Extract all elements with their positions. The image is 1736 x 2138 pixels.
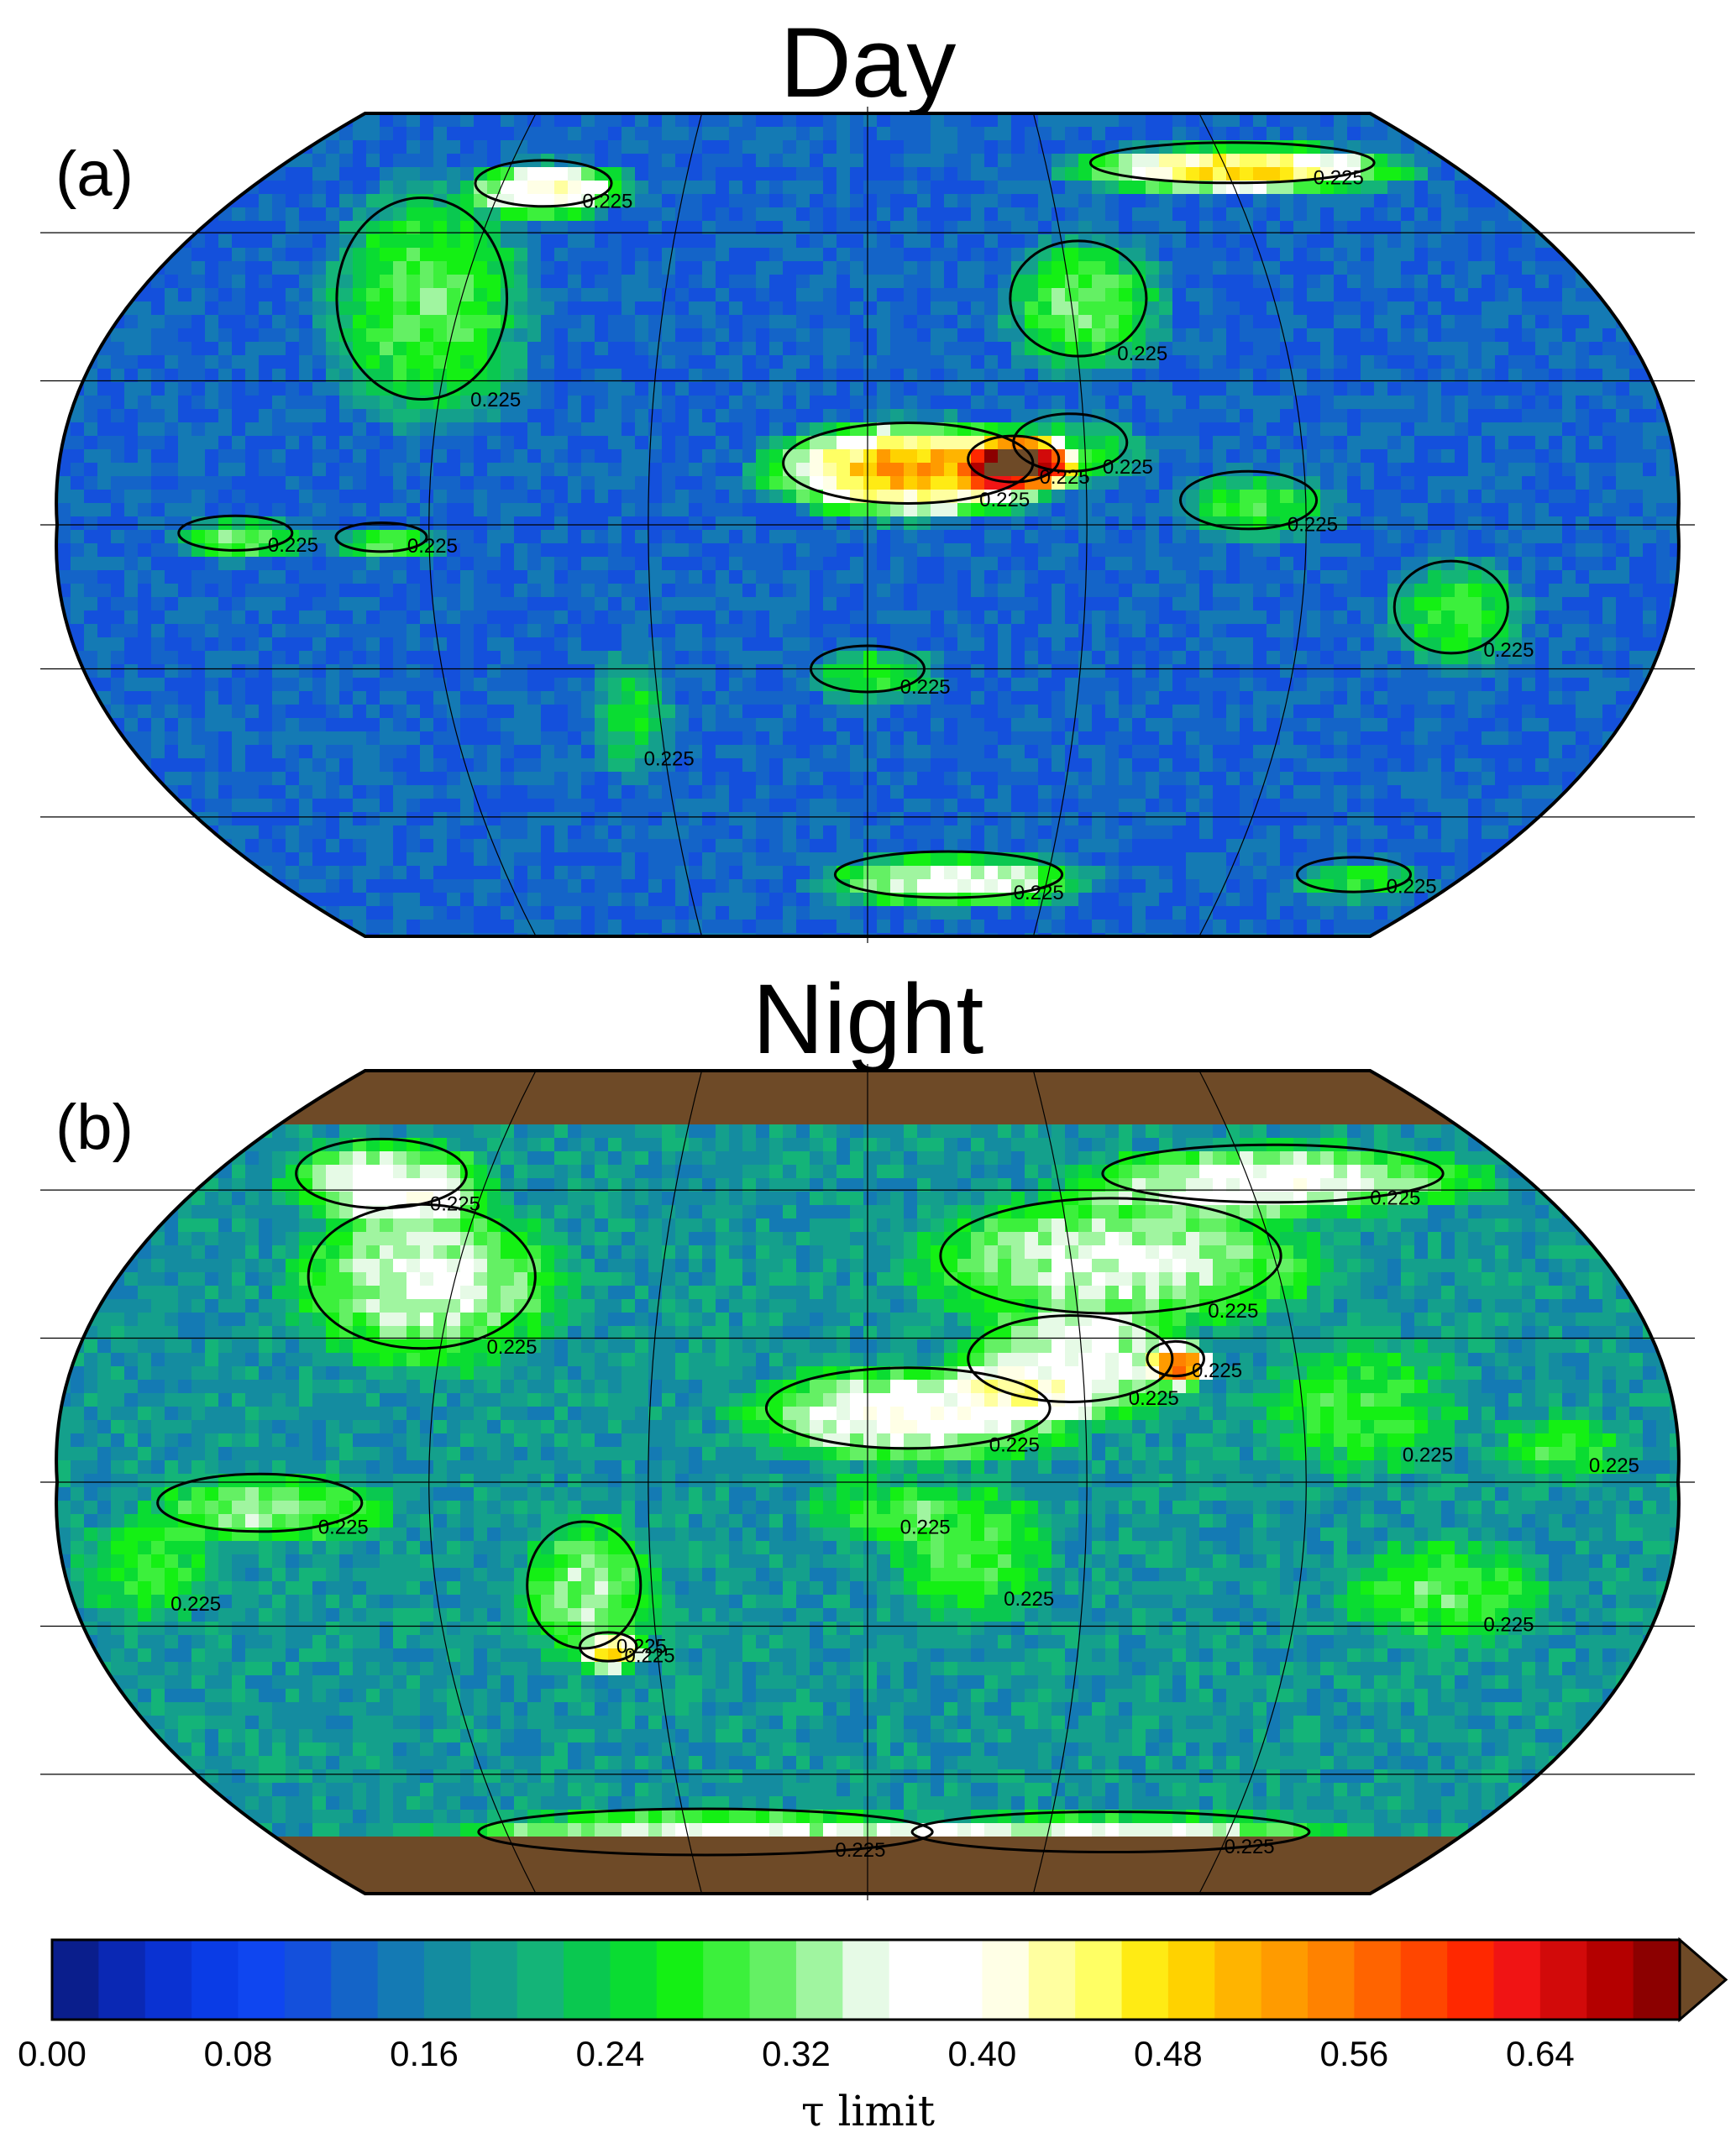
- contour-label: 0.225: [1004, 1588, 1054, 1611]
- colorbar-swatch: [749, 1940, 797, 2020]
- contour-label: 0.225: [268, 534, 318, 557]
- contour-label: 0.225: [1370, 1187, 1420, 1209]
- colorbar-swatch: [331, 1940, 379, 2020]
- colorbar-tick-label: 0.08: [203, 2034, 273, 2073]
- colorbar-swatch: [842, 1940, 890, 2020]
- colorbar-swatch: [1633, 1940, 1681, 2020]
- contour-label: 0.225: [1040, 466, 1090, 489]
- contour-label: 0.225: [1225, 1836, 1275, 1858]
- colorbar-swatch: [1121, 1940, 1169, 2020]
- panel-a-letter: (a): [55, 139, 134, 210]
- colorbar: [50, 1936, 1728, 2023]
- contour-label: 0.225: [1589, 1454, 1639, 1477]
- colorbar-swatch: [564, 1940, 611, 2020]
- colorbar-swatch: [517, 1940, 564, 2020]
- colorbar-swatch: [1354, 1940, 1402, 2020]
- colorbar-swatch: [610, 1940, 658, 2020]
- contour-label: 0.225: [1208, 1300, 1258, 1323]
- colorbar-swatch: [656, 1940, 704, 2020]
- colorbar-swatch: [423, 1940, 471, 2020]
- colorbar-swatch: [470, 1940, 518, 2020]
- contour-label: 0.225: [430, 1193, 480, 1216]
- contour-label: 0.225: [1192, 1360, 1242, 1382]
- contour-label: 0.225: [1288, 513, 1338, 536]
- colorbar-tick-label: 0.32: [762, 2034, 831, 2073]
- contour-label: 0.225: [625, 1644, 675, 1667]
- contour-label: 0.225: [989, 1433, 1040, 1456]
- contour-label: 0.225: [616, 1635, 667, 1658]
- colorbar-swatch: [1587, 1940, 1634, 2020]
- colorbar-swatch: [1539, 1940, 1587, 2020]
- contour-label: 0.225: [1314, 167, 1364, 190]
- contour-label: 0.225: [1014, 882, 1064, 904]
- contour-label: 0.225: [900, 676, 951, 699]
- colorbar-tick-label: 0.56: [1319, 2034, 1389, 2073]
- colorbar-tick-label: 0.48: [1134, 2034, 1203, 2073]
- colorbar-swatch: [936, 1940, 983, 2020]
- contour-label: 0.225: [1387, 876, 1437, 899]
- colorbar-swatch: [1261, 1940, 1309, 2020]
- colorbar-swatch: [703, 1940, 751, 2020]
- contour-label: 0.225: [170, 1593, 221, 1616]
- colorbar-swatch: [377, 1940, 425, 2020]
- colorbar-tick-label: 0.00: [18, 2034, 87, 2073]
- map-day: 0.225 0.225 0.225 0.225 0.225 0.225 0.225 0.225…: [40, 107, 1695, 943]
- colorbar-label: τ limit: [800, 2087, 936, 2135]
- colorbar-swatch: [191, 1940, 239, 2020]
- contour-label: 0.225: [979, 489, 1030, 511]
- colorbar-tick-label: 0.64: [1506, 2034, 1575, 2073]
- colorbar-swatch: [889, 1940, 936, 2020]
- colorbar-swatch: [1493, 1940, 1541, 2020]
- contour-label: 0.225: [407, 535, 458, 558]
- colorbar-swatch: [795, 1940, 843, 2020]
- contour-label: 0.225: [1483, 1614, 1534, 1637]
- colorbar-swatch: [238, 1940, 286, 2020]
- panel-b-title: Night: [752, 964, 984, 1075]
- contour-label: 0.225: [318, 1516, 369, 1538]
- contour-label: 0.225: [1483, 639, 1534, 662]
- contour-label: 0.225: [1117, 343, 1167, 365]
- colorbar-overflow-arrow: [1678, 1936, 1728, 2023]
- colorbar-swatch: [1447, 1940, 1495, 2020]
- colorbar-swatch: [284, 1940, 332, 2020]
- colorbar-swatch: [1400, 1940, 1448, 2020]
- contour-label: 0.225: [1403, 1444, 1453, 1467]
- colorbar-tick-label: 0.16: [390, 2034, 459, 2073]
- colorbar-swatch: [1028, 1940, 1076, 2020]
- contour-label: 0.225: [1103, 456, 1153, 479]
- contour-label: 0.225: [486, 1336, 537, 1359]
- contour-label: 0.225: [582, 191, 632, 213]
- contour-label: 0.225: [1129, 1387, 1179, 1410]
- contour-label: 0.225: [644, 748, 695, 771]
- colorbar-swatch: [98, 1940, 146, 2020]
- colorbar-tick-label: 0.40: [947, 2034, 1017, 2073]
- colorbar-swatch: [1214, 1940, 1262, 2020]
- colorbar-swatch: [1167, 1940, 1215, 2020]
- contour-label: 0.225: [470, 389, 521, 411]
- colorbar-swatch: [144, 1940, 192, 2020]
- colorbar-swatch: [1308, 1940, 1355, 2020]
- panel-a-title: Day: [779, 8, 957, 118]
- contour-label: 0.225: [900, 1516, 951, 1538]
- colorbar-swatch: [982, 1940, 1030, 2020]
- colorbar-tick-label: 0.24: [575, 2034, 645, 2073]
- colorbar-swatch: [1075, 1940, 1123, 2020]
- map-night: 0.2250.2250.2250.2250.2250.2250.2250.225…: [40, 1064, 1695, 1900]
- panel-b-letter: (b): [55, 1092, 134, 1163]
- contour-label: 0.225: [835, 1839, 885, 1862]
- colorbar-swatch: [52, 1940, 99, 2020]
